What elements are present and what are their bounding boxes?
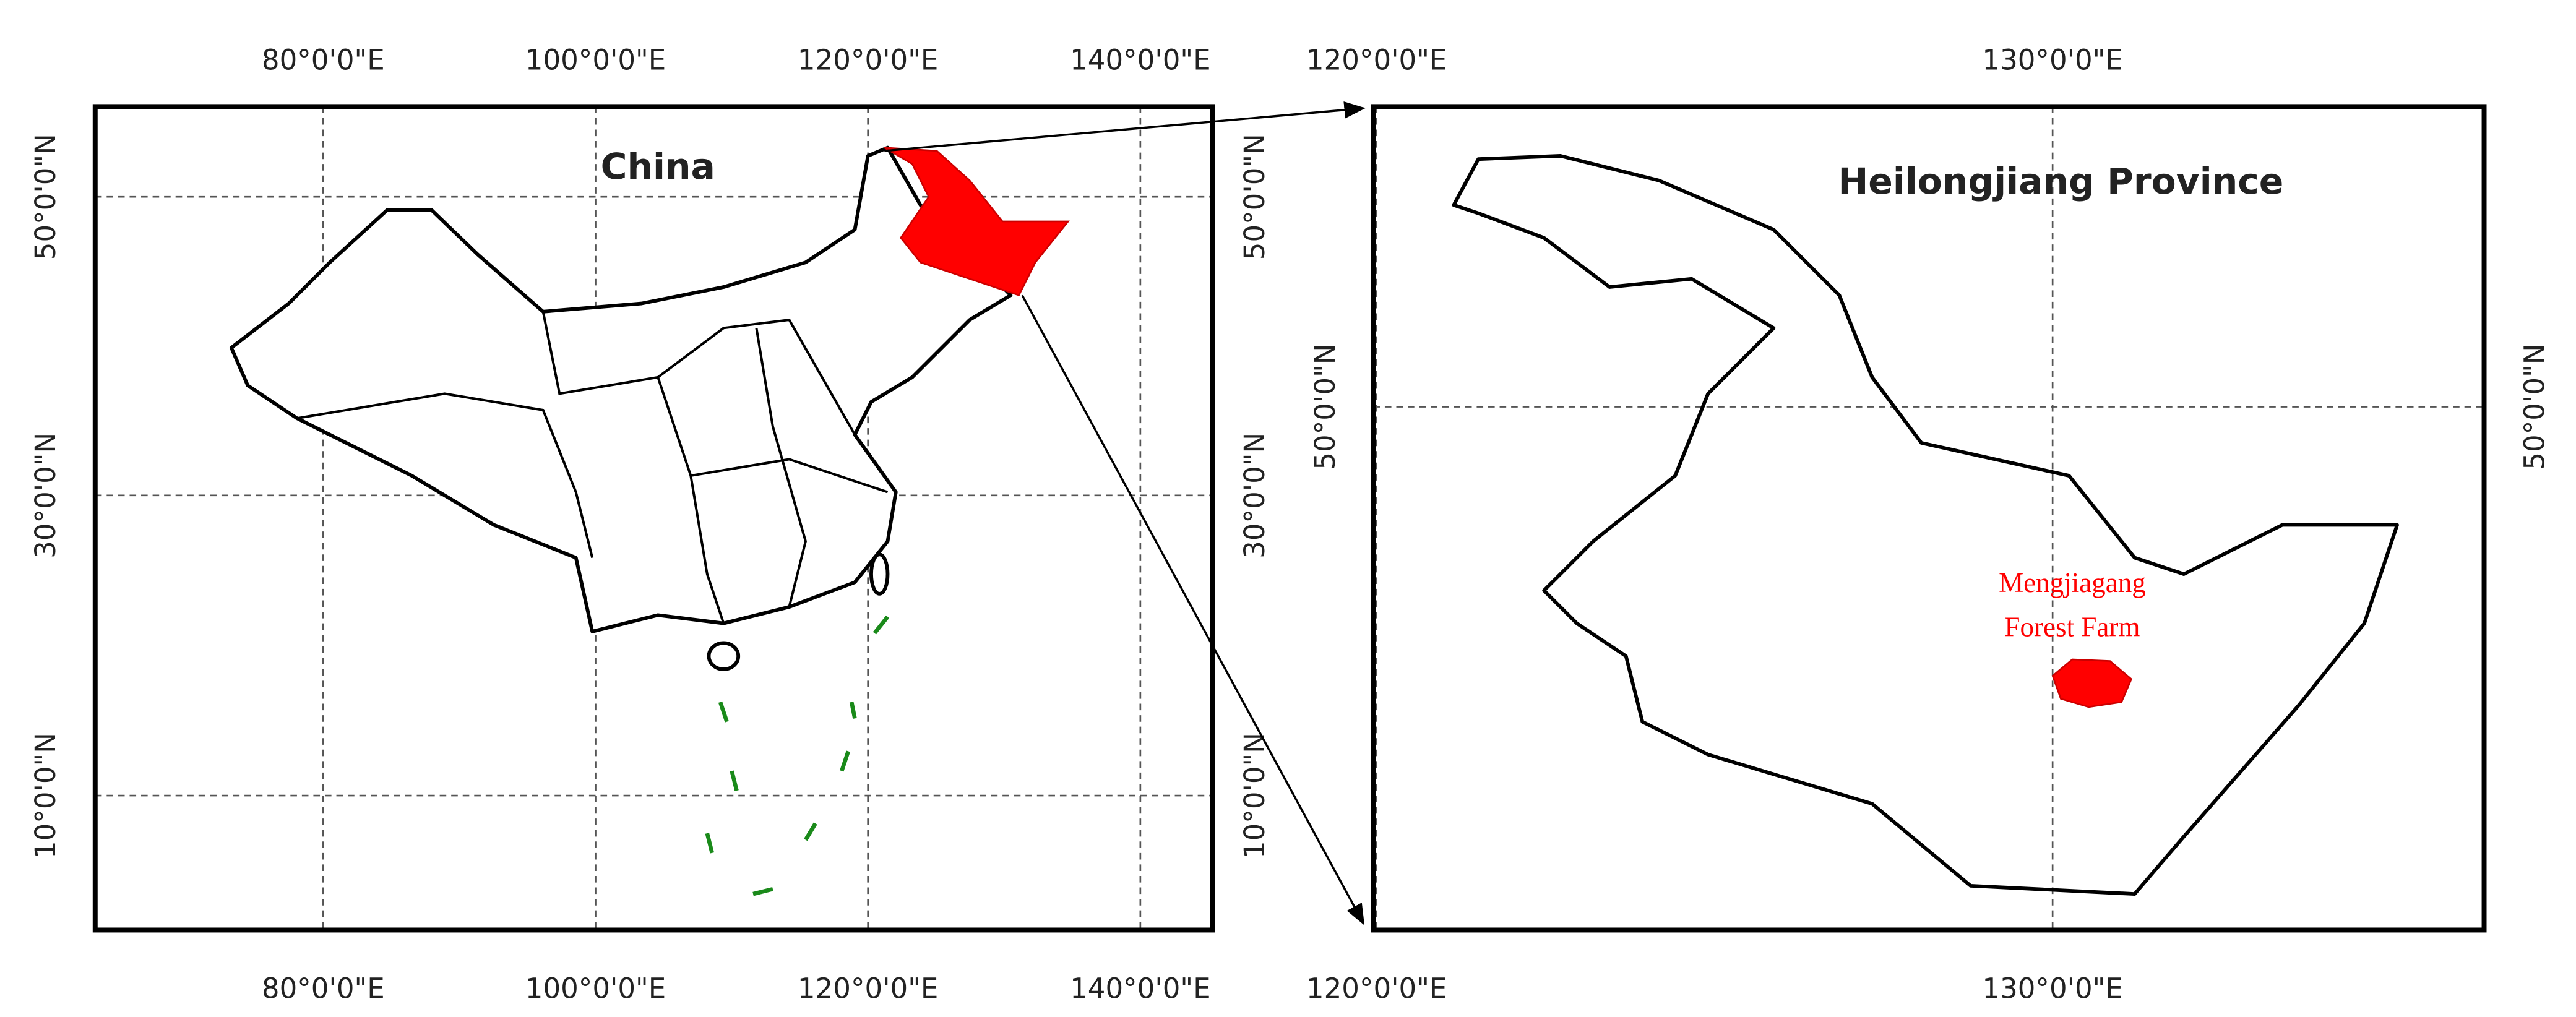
right-tick-label: 30°0'0"N [1238, 432, 1271, 559]
site-label: Mengjiagang [1999, 567, 2146, 598]
map-frame [92, 104, 1215, 933]
bottom-tick-label: 140°0'0"E [1070, 972, 1210, 1005]
top-tick-label: 100°0'0"E [525, 44, 666, 77]
china-outline [229, 145, 1013, 633]
province-borders [541, 311, 725, 624]
heilongjiang-highlight [884, 147, 1070, 296]
map-label: Heilongjiang Province [1838, 160, 2283, 202]
bottom-tick-label: 120°0'0"E [1306, 972, 1447, 1005]
top-tick-label: 140°0'0"E [1070, 44, 1210, 77]
left-map: China 80°0'0"E 100°0'0"E 120°0'0"E 140°0… [29, 44, 1271, 1005]
site-label: Forest Farm [2004, 612, 2140, 643]
forest-farm [2051, 658, 2133, 708]
province-borders [755, 327, 807, 607]
right-tick-label: 10°0'0"N [1238, 732, 1271, 859]
map-frame [1371, 104, 2487, 933]
top-tick-label: 120°0'0"E [1306, 44, 1447, 77]
zoom-arrow [1021, 294, 1365, 925]
heilongjiang-outline [1452, 153, 2399, 896]
bottom-tick-label: 130°0'0"E [1982, 972, 2122, 1005]
left-tick-label: 50°0'0"N [29, 134, 62, 260]
top-tick-label: 120°0'0"E [798, 44, 938, 77]
bottom-tick-label: 120°0'0"E [798, 972, 938, 1005]
province-borders [657, 318, 856, 436]
province-borders [690, 458, 889, 494]
right-tick-label: 50°0'0"N [1238, 134, 1271, 260]
hainan [707, 641, 741, 671]
right-map: Heilongjiang Province Mengjiagang Forest… [1306, 44, 2551, 1005]
map-label: China [601, 145, 715, 187]
top-tick-label: 130°0'0"E [1982, 44, 2122, 77]
taiwan [869, 552, 890, 596]
nine-dash-line [705, 615, 890, 896]
left-tick-label: 10°0'0"N [29, 732, 62, 859]
bottom-tick-label: 100°0'0"E [525, 972, 666, 1005]
zoom-arrow [884, 101, 1366, 152]
bottom-tick-label: 80°0'0"E [262, 972, 385, 1005]
left-tick-label: 30°0'0"N [29, 432, 62, 559]
top-tick-label: 80°0'0"E [262, 44, 385, 77]
province-borders [296, 392, 594, 559]
left-tick-label: 50°0'0"N [1309, 344, 1342, 470]
right-tick-label: 50°0'0"N [2518, 344, 2551, 470]
